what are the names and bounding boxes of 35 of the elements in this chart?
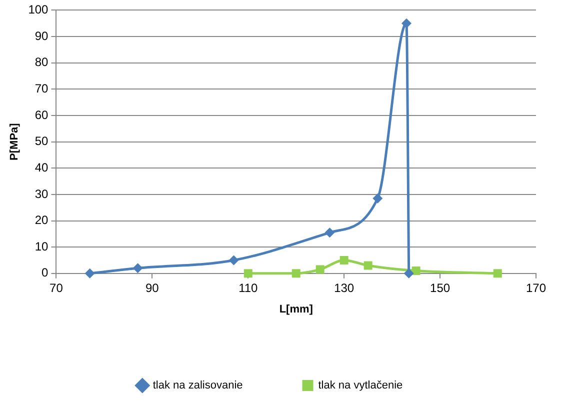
y-tick-label: 70 (34, 81, 49, 96)
y-tick-label: 40 (34, 160, 49, 174)
y-tick-label: 30 (34, 186, 49, 201)
point (404, 268, 414, 278)
x-tick-label: 110 (238, 280, 258, 295)
point (244, 269, 252, 278)
point (324, 228, 335, 238)
point (340, 256, 348, 264)
point (84, 268, 95, 278)
y-tick-label: 60 (34, 108, 49, 122)
point (292, 269, 300, 278)
y-tick-label: 0 (42, 266, 49, 280)
x-tick-label: 70 (50, 280, 64, 295)
x-tick-label: 90 (145, 280, 160, 295)
x-tick-label: 150 (430, 280, 450, 295)
y-tick-label: 80 (34, 55, 49, 70)
y-tick-label: 20 (34, 213, 49, 228)
point (493, 269, 502, 278)
y-tick-label: 10 (34, 239, 49, 254)
y-tick-label: 50 (34, 134, 49, 148)
point (401, 18, 412, 28)
point (316, 265, 324, 274)
legend-label: tlak na zalisovanie (152, 380, 243, 392)
point (364, 261, 372, 270)
x-tick-label: 130 (334, 280, 354, 295)
y-tick-label: 90 (34, 28, 49, 43)
legend-label: tlak na vytlačenie (318, 380, 403, 392)
point (228, 255, 239, 266)
y-tick-label: 100 (28, 2, 49, 17)
x-axis-title: L[mm] (279, 303, 314, 316)
x-tick-label: 170 (526, 280, 546, 295)
point (372, 193, 383, 204)
point (132, 263, 143, 274)
y-axis-title: P[MPa] (8, 122, 21, 160)
point (412, 266, 420, 276)
